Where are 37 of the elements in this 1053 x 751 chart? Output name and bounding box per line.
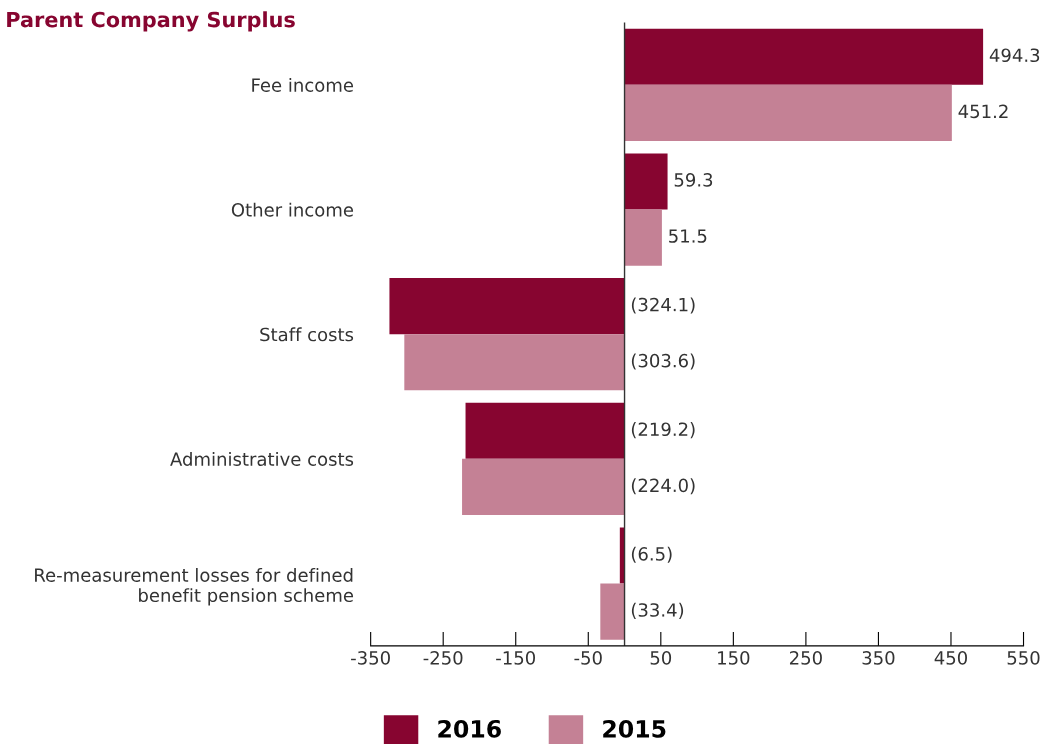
legend-label: 2016 [438, 719, 501, 738]
data-label: 451.2 [958, 104, 1008, 119]
legend-label: 2015 [603, 719, 666, 738]
x-tick-label: 50 [650, 651, 672, 665]
data-label: (303.6) [631, 353, 695, 370]
data-label: 59.3 [674, 173, 713, 187]
data-label: (324.1) [631, 297, 695, 314]
bar [600, 583, 625, 640]
data-label: (224.0) [631, 478, 695, 495]
bar [389, 278, 625, 335]
bar [624, 153, 668, 210]
x-tick-label: 350 [862, 651, 895, 665]
data-label: 494.3 [989, 48, 1040, 63]
bar [462, 458, 625, 515]
x-tick-label: -50 [574, 651, 602, 665]
data-label: (6.5) [631, 546, 672, 563]
y-tick-label: Fee income [252, 78, 354, 92]
y-tick-label: Staff costs [260, 327, 354, 342]
x-tick-label: 250 [789, 651, 822, 665]
bar [465, 402, 625, 459]
x-tick-label: 450 [934, 651, 968, 665]
x-tick-label: -250 [423, 651, 463, 665]
x-tick-label: -150 [496, 651, 536, 665]
bar [624, 209, 662, 266]
data-label: 51.5 [669, 229, 707, 243]
bar [624, 28, 984, 85]
data-label: (33.4) [631, 602, 684, 619]
y-tick-label: Administrative costs [170, 452, 354, 466]
y-tick-label: Re-measurement losses for defined benefit pension scheme [35, 567, 354, 606]
x-tick-label: -350 [351, 651, 390, 665]
y-tick-label: Other income [231, 202, 354, 217]
bar [404, 334, 625, 391]
x-tick-label: 150 [718, 651, 750, 665]
data-label: (219.2) [631, 422, 695, 439]
bar [624, 84, 952, 141]
text: Parent Company Surplus [7, 11, 295, 32]
x-tick-label: 550 [1007, 651, 1040, 665]
